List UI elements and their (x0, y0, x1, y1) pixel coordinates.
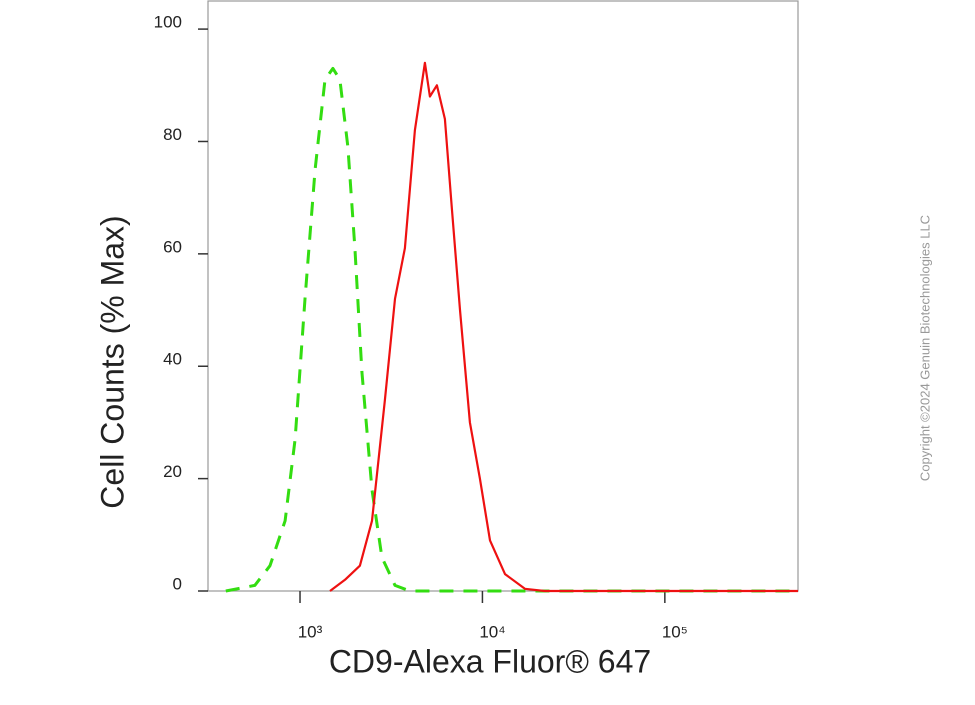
plot-frame (207, 0, 799, 592)
x-tick-label: 10³ (298, 622, 323, 641)
histogram-line (329, 61, 798, 593)
x-tick-label: 10⁵ (662, 622, 688, 641)
y-tick-label: 80 (163, 125, 182, 144)
y-tick-label: 40 (163, 350, 182, 369)
y-tick-label: 20 (163, 462, 182, 481)
y-tick-label: 0 (173, 574, 182, 593)
y-axis-label: Cell Counts (% Max) (94, 215, 130, 508)
y-tick-label: 60 (163, 237, 182, 256)
y-tick-label: 100 (154, 13, 182, 32)
copyright: Copyright ©2024 Genuin Biotechnologies L… (917, 215, 932, 481)
x-axis-label: CD9-Alexa Fluor® 647 (329, 643, 651, 679)
histogram-line (225, 66, 798, 593)
x-tick-label: 10⁴ (479, 622, 505, 641)
